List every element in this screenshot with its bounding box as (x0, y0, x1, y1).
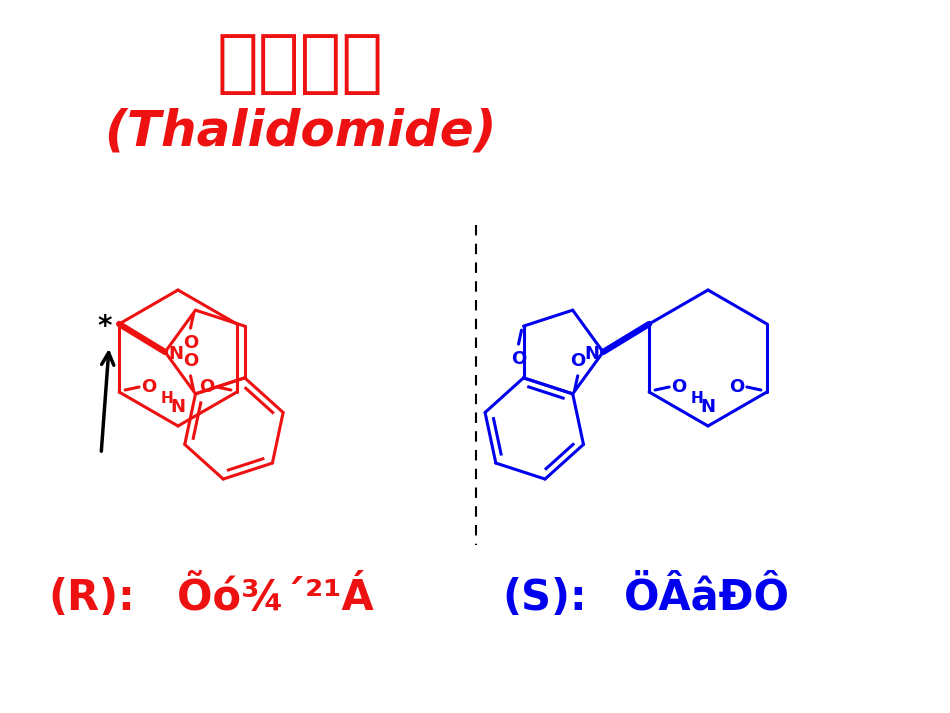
Text: (Thalidomide): (Thalidomide) (104, 108, 496, 156)
Text: O: O (142, 378, 157, 396)
Text: (R):: (R): (48, 577, 135, 619)
Text: *: * (98, 313, 112, 341)
Text: O: O (570, 352, 585, 370)
Text: O: O (200, 378, 215, 396)
Text: 沙利多胺: 沙利多胺 (217, 30, 384, 97)
Text: N: N (700, 398, 715, 416)
Text: Õó¾´²¹Á: Õó¾´²¹Á (148, 577, 373, 619)
Text: ÖÂâÐÔ: ÖÂâÐÔ (595, 577, 789, 619)
Text: O: O (183, 352, 199, 370)
Text: H: H (161, 391, 173, 406)
Text: (S):: (S): (502, 577, 586, 619)
Text: H: H (691, 391, 703, 406)
Text: N: N (584, 345, 599, 363)
Text: O: O (183, 334, 199, 352)
Text: O: O (730, 378, 745, 396)
Text: N: N (168, 345, 183, 363)
Text: O: O (672, 378, 687, 396)
Text: O: O (511, 350, 526, 368)
Text: N: N (170, 398, 185, 416)
